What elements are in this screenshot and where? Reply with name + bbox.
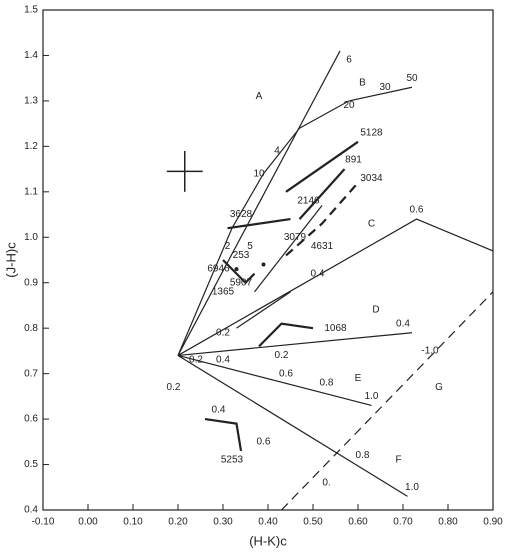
x-tick-label: 0.80 [438, 517, 458, 528]
annotation: 5128 [360, 127, 383, 138]
y-tick-label: 1.2 [24, 141, 38, 152]
annotation: 50 [406, 73, 418, 84]
annotation: 253 [233, 250, 250, 261]
annotation: D [372, 305, 379, 316]
annotation: 4 [274, 146, 280, 157]
x-tick-label: 0.90 [483, 517, 503, 528]
annotation: 0.2 [189, 355, 203, 366]
track-line [177, 354, 372, 407]
annotation: 6 [346, 55, 352, 66]
y-axis-label: (J-H)c [3, 242, 18, 278]
annotation: 1068 [324, 323, 347, 334]
x-tick-label: 0.40 [258, 517, 278, 528]
track-line [227, 218, 291, 230]
y-tick-label: 0.4 [24, 505, 38, 516]
annotation: E [355, 373, 362, 384]
annotation: 0.2 [275, 350, 289, 361]
annotation: 891 [345, 155, 362, 166]
annotation: 3628 [230, 209, 253, 220]
x-tick-label: 0.60 [348, 517, 368, 528]
y-tick-label: 1.3 [24, 96, 38, 107]
annotation: 0.4 [216, 355, 230, 366]
x-tick-label: 0.10 [123, 517, 143, 528]
track-line [285, 140, 359, 193]
x-tick-label: 0.20 [168, 517, 188, 528]
annotation: 4631 [311, 241, 334, 252]
track-line [222, 259, 256, 285]
track-line [177, 50, 341, 356]
y-tick-label: 1.5 [24, 5, 38, 16]
annotation: 2 [225, 241, 231, 252]
point [234, 267, 239, 272]
annotation: 30 [379, 82, 391, 93]
y-tick-label: 0.9 [24, 277, 38, 288]
point [261, 262, 266, 267]
annotation: G [435, 382, 443, 393]
x-tick-label: 0.00 [78, 517, 98, 528]
track-line [258, 322, 314, 348]
x-tick-label: 0.30 [213, 517, 233, 528]
annotation: 0.8 [320, 377, 334, 388]
annotation: 1.0 [365, 391, 379, 402]
track-line [177, 218, 494, 356]
annotation: C [368, 218, 375, 229]
track-line [177, 354, 408, 497]
annotation: 6946 [207, 264, 230, 275]
y-tick-label: 1.4 [24, 50, 38, 61]
annotation: 20 [343, 100, 355, 111]
x-tick-label: -0.10 [32, 517, 55, 528]
y-tick-label: 1.0 [24, 232, 38, 243]
annotation: 0.4 [311, 268, 325, 279]
annotation: 0.6 [257, 436, 271, 447]
annotation: 0. [322, 477, 330, 488]
annotation: -1.0 [421, 346, 439, 357]
track-line [254, 205, 323, 293]
annotation: 2146 [297, 196, 320, 207]
track-line [236, 291, 291, 329]
track-line [298, 168, 346, 220]
x-tick-label: 0.70 [393, 517, 413, 528]
annotation: 0.2 [167, 382, 181, 393]
y-tick-label: 1.1 [24, 186, 38, 197]
annotation: B [359, 77, 366, 88]
annotation: F [395, 455, 401, 466]
annotation: 0.6 [410, 205, 424, 216]
plot-frame [42, 9, 494, 511]
y-tick-label: 0.5 [24, 459, 38, 470]
annotation: 5253 [221, 455, 244, 466]
y-tick-label: 0.6 [24, 414, 38, 425]
annotation: 3034 [360, 173, 383, 184]
y-tick-label: 0.7 [24, 368, 38, 379]
annotation: 10 [253, 168, 265, 179]
x-axis-label: (H-K)c [249, 533, 287, 548]
y-tick-label: 0.8 [24, 323, 38, 334]
track-line [285, 182, 359, 257]
annotation: 0.4 [212, 405, 226, 416]
annotation: 0.8 [356, 450, 370, 461]
annotation: 0.4 [396, 318, 410, 329]
annotation: 3079 [284, 232, 307, 243]
track-line [177, 86, 413, 356]
track-line [281, 291, 494, 511]
annotation: 0.2 [216, 327, 230, 338]
track-line [204, 418, 243, 452]
annotation: A [256, 91, 263, 102]
annotation: 5907 [230, 277, 253, 288]
x-tick-label: 0.50 [303, 517, 323, 528]
annotation: 5 [247, 241, 253, 252]
track-line [177, 332, 413, 357]
annotation: 1.0 [405, 482, 419, 493]
annotation: 1365 [212, 286, 235, 297]
annotation: 0.6 [279, 368, 293, 379]
